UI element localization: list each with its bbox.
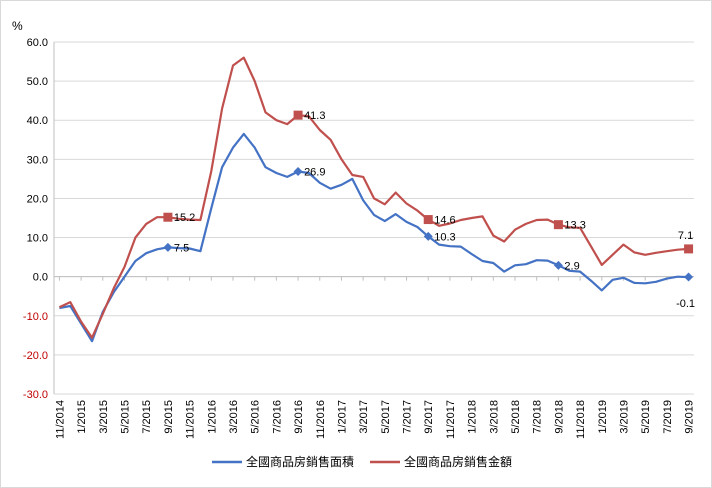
data-label: 7.5 — [174, 242, 189, 254]
x-tick-label: 3/2017 — [358, 400, 370, 434]
y-tick-label: 30.0 — [27, 154, 48, 166]
y-tick-label: 40.0 — [27, 115, 48, 127]
gridlines — [54, 41, 694, 395]
y-axis: % 60.0 50.0 40.0 30.0 20.0 10.0 0.0 -10.0 -20.0 -… — [12, 19, 55, 401]
data-label: 2.9 — [564, 260, 579, 272]
y-tick-label: -10.0 — [23, 311, 48, 323]
x-tick-label: 3/2016 — [228, 400, 240, 434]
x-tick-label: 11/2016 — [315, 400, 327, 439]
series-markers — [163, 110, 694, 282]
amount-marker — [684, 244, 694, 254]
area-marker — [423, 231, 433, 241]
y-axis-unit: % — [12, 19, 23, 33]
amount-marker — [293, 110, 303, 120]
x-tick-label: 11/2018 — [575, 400, 587, 439]
data-label: 14.6 — [434, 215, 455, 227]
x-tick-label: 1/2017 — [336, 400, 348, 434]
x-axis: 11/2014 1/2015 3/2015 5/2015 7/2015 9/2015 11/… — [54, 276, 696, 439]
series-lines — [58, 56, 689, 343]
data-label: 10.3 — [434, 231, 455, 243]
series-line-1 — [58, 56, 689, 339]
x-tick-label: 7/2016 — [271, 400, 283, 434]
y-tick-label: 60.0 — [27, 37, 48, 49]
x-tick-label: 11/2017 — [445, 400, 457, 439]
x-tick-label: 9/2016 — [293, 400, 305, 434]
x-tick-label: 7/2019 — [662, 400, 674, 434]
legend: 全國商品房銷售面積 全國商品房銷售金額 — [212, 454, 512, 469]
amount-marker — [423, 215, 433, 225]
x-tick-label: 3/2019 — [618, 400, 630, 434]
area-marker — [553, 260, 563, 270]
x-tick-label: 3/2018 — [488, 400, 500, 434]
amount-marker — [163, 212, 173, 222]
x-tick-label: 5/2016 — [250, 400, 262, 434]
data-label: 26.9 — [304, 166, 325, 178]
x-tick-label: 9/2018 — [553, 400, 565, 434]
x-tick-label: 9/2019 — [684, 400, 696, 434]
legend-label-amount: 全國商品房銷售金額 — [404, 454, 512, 469]
area-marker — [163, 242, 173, 252]
y-tick-label: 0.0 — [33, 272, 48, 284]
x-tick-label: 1/2018 — [467, 400, 479, 434]
x-tick-label: 5/2017 — [380, 400, 392, 434]
x-tick-label: 11/2014 — [54, 400, 66, 439]
x-tick-label: 5/2015 — [120, 400, 132, 434]
data-label: 13.3 — [564, 220, 585, 232]
data-label: -0.1 — [676, 298, 695, 310]
area-marker — [684, 272, 694, 282]
x-tick-label: 9/2015 — [163, 400, 175, 434]
x-tick-label: 1/2019 — [597, 400, 609, 434]
x-tick-label: 5/2018 — [510, 400, 522, 434]
data-label: 15.2 — [174, 212, 195, 224]
x-tick-label: 11/2015 — [185, 400, 197, 439]
x-tick-label: 9/2017 — [423, 400, 435, 434]
y-tick-label: -20.0 — [23, 350, 48, 362]
x-tick-label: 7/2018 — [532, 400, 544, 434]
x-tick-label: 1/2016 — [206, 400, 218, 434]
x-tick-label: 7/2015 — [141, 400, 153, 434]
data-label: 41.3 — [304, 110, 325, 122]
x-tick-label: 3/2015 — [98, 400, 110, 434]
y-tick-label: 10.0 — [27, 233, 48, 245]
area-marker — [293, 166, 303, 176]
y-tick-label: 50.0 — [27, 76, 48, 88]
y-tick-label: -30.0 — [23, 389, 48, 401]
x-tick-label: 1/2015 — [76, 400, 88, 434]
x-tick-label: 7/2017 — [402, 400, 414, 434]
data-labels: 7.5 26.9 10.3 2.9 -0.1 15.2 41.3 14.6 13.3 7.1 — [174, 110, 695, 310]
legend-label-area: 全國商品房銷售面積 — [246, 454, 354, 469]
amount-marker — [553, 220, 563, 230]
y-tick-label: 20.0 — [27, 193, 48, 205]
x-tick-label: 5/2019 — [640, 400, 652, 434]
data-label: 7.1 — [678, 230, 693, 242]
